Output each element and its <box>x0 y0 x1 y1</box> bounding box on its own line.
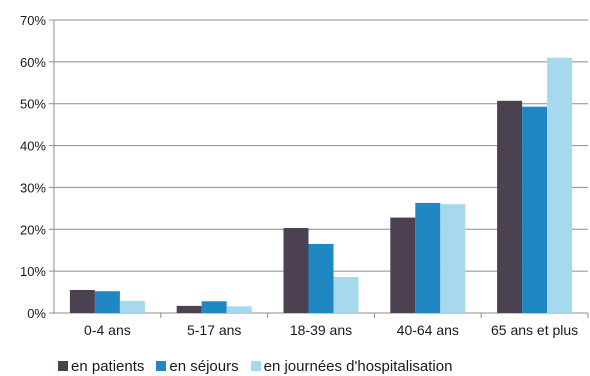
legend-item-patients: en patients <box>58 358 144 375</box>
legend-swatch-sejours <box>156 361 167 371</box>
bar <box>497 100 523 313</box>
x-tick-label: 5-17 ans <box>187 322 241 338</box>
bar <box>390 217 416 313</box>
bar <box>440 204 466 313</box>
legend-label-sejours: en séjours <box>169 357 239 375</box>
y-tick-label: 40% <box>20 139 46 154</box>
legend-item-journees: en journées d'hospitalisation <box>250 357 453 375</box>
bar <box>176 305 202 313</box>
x-tick-label: 65 ans et plus <box>491 322 578 338</box>
legend-swatch-journees <box>250 361 261 371</box>
bar <box>119 300 145 313</box>
bar <box>308 243 334 313</box>
legend-item-sejours: en séjours <box>156 357 239 375</box>
y-tick-label: 60% <box>20 55 46 70</box>
x-tick-label: 40-64 ans <box>397 322 459 338</box>
bar <box>226 306 252 313</box>
x-tick-label: 18-39 ans <box>290 322 352 338</box>
bar <box>547 57 573 313</box>
bar <box>201 301 227 313</box>
bar <box>283 228 309 313</box>
legend-label-patients: en patients <box>71 357 145 375</box>
bar-chart: 0% 10% 20% 30% 40% 50% 60% 70% 0-4 ans 5-17 ans 18… <box>20 13 589 338</box>
y-tick-label: 0% <box>27 306 46 321</box>
legend-swatch-patients <box>58 361 68 371</box>
bar <box>415 202 441 313</box>
legend-label-journees: en journées d'hospitalisation <box>263 357 453 375</box>
y-tick-label: 20% <box>20 222 46 237</box>
y-tick-label: 10% <box>20 264 46 279</box>
y-tick-label: 30% <box>20 180 46 195</box>
bar <box>522 106 548 313</box>
bar <box>94 291 120 313</box>
x-tick-label: 0-4 ans <box>84 322 131 338</box>
bar <box>333 277 359 313</box>
y-tick-label: 50% <box>20 97 46 112</box>
bar <box>69 289 95 313</box>
legend: en patients en séjours en journées d'hos… <box>58 356 452 376</box>
y-tick-label: 70% <box>20 13 46 28</box>
